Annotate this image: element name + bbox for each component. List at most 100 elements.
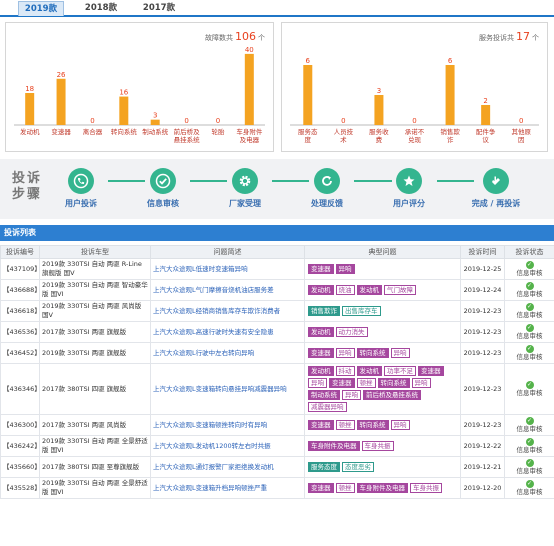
fault-tick-label: 车身附件及电器: [236, 127, 263, 144]
issue-tag[interactable]: 顿挫: [335, 420, 355, 430]
fault-value-label: 0: [90, 117, 94, 125]
issue-tag[interactable]: 销售欺诈: [308, 306, 340, 316]
cell-model: 2019款 330TSI 自动 两驱 智动豪华版 国VI: [39, 279, 151, 301]
issue-tag[interactable]: 车身附件及电器: [356, 483, 408, 493]
issue-tag[interactable]: 变速器: [329, 378, 355, 388]
complaint-table: 投诉编号 投诉车型 问题简述 典型问题 投诉时间 投诉状态 【437109】 20…: [0, 245, 554, 499]
table-row[interactable]: 【437109】 2019款 330TSI 自动 两驱 R-Line旗舰版 国V 上…: [0, 258, 554, 280]
table-row[interactable]: 【436300】 2017款 330TSI 两驱 风尚版 上汽大众途观L变速箱顿挫转…: [0, 414, 554, 436]
step-user-rating: 用户评分: [384, 168, 434, 209]
issue-tag[interactable]: 车身附件及电器: [308, 441, 360, 451]
issue-tag[interactable]: 顿挫: [335, 483, 355, 493]
cell-id: 【436242】: [0, 435, 41, 457]
fault-bar: [150, 119, 160, 125]
issue-tag[interactable]: 动力消失: [335, 327, 368, 337]
step-connector: [108, 180, 145, 182]
cell-date: 2019-12-22: [460, 435, 505, 457]
cell-desc-link[interactable]: 上汽大众途观L经销商销售库存车欺诈消费者: [150, 300, 305, 322]
table-row[interactable]: 【436242】 2019款 330TSI 自动 两驱 全景舒适版 国VI 上汽大众…: [0, 435, 554, 457]
table-row[interactable]: 【435528】 2019款 330TSI 自动 两驱 全景舒适版 国VI 上汽大众…: [0, 477, 554, 499]
issue-tag[interactable]: 异响: [390, 420, 410, 430]
issue-tag[interactable]: 转向系统: [356, 348, 389, 358]
status-label: 信息审核: [516, 467, 543, 475]
cell-issue-tags: 变速器 异响: [304, 258, 461, 280]
cell-issue-tags: 销售欺诈 出售库存车: [304, 300, 461, 322]
cell-desc-link[interactable]: 上汽大众途观L高速行驶时失速有安全隐患: [150, 321, 305, 343]
cell-status: ✓ 信息审核: [504, 342, 554, 364]
issue-tag[interactable]: 制动系统: [308, 390, 340, 400]
table-row[interactable]: 【436536】 2017款 330TSI 两驱 旗舰版 上汽大众途观L高速行驶时失…: [0, 321, 554, 343]
issue-tag[interactable]: 顿挫: [356, 378, 376, 388]
issue-tag[interactable]: 变速器: [308, 483, 334, 493]
cell-desc-link[interactable]: 上汽大众途观L变速箱顿挫转向时有异响: [150, 414, 305, 436]
cell-desc-link[interactable]: 上汽大众途观L发动机1200转左右时共振: [150, 435, 305, 457]
service-tick-label: 人员技术: [334, 127, 354, 144]
cell-model: 2019款 330TSI 自动 两驱 R-Line旗舰版 国V: [39, 258, 151, 280]
issue-tag[interactable]: 转向系统: [356, 420, 389, 430]
issue-tag[interactable]: 转向系统: [377, 378, 410, 388]
issue-tag[interactable]: 变速器: [308, 348, 334, 358]
check-circle-icon: ✓: [525, 438, 534, 446]
issue-tag[interactable]: 异响: [411, 378, 431, 388]
issue-tag[interactable]: 车身共振: [410, 483, 442, 493]
issue-tag[interactable]: 前后桥及悬挂系统: [363, 390, 421, 400]
check-circle-icon: ✓: [525, 459, 534, 467]
issue-tag[interactable]: 变速器: [308, 264, 334, 274]
status-label: 信息审核: [516, 488, 543, 496]
table-row[interactable]: 【435660】 2017款 380TSI 四驱 至尊旗舰版 上汽大众途观L通灯报警…: [0, 456, 554, 478]
issue-tag[interactable]: 变速器: [308, 420, 334, 430]
cell-status: ✓ 信息审核: [504, 435, 554, 457]
tab-2018[interactable]: 2018款: [84, 3, 118, 13]
cell-id: 【436452】: [0, 342, 41, 364]
issue-tag[interactable]: 烧油: [335, 285, 355, 295]
cell-desc-link[interactable]: 上汽大众途观L气门摩擦音烧机油店服务差: [150, 279, 305, 301]
step-connector: [272, 180, 309, 182]
issue-tag[interactable]: 发动机: [356, 366, 382, 376]
issue-tag[interactable]: 发动机: [308, 327, 334, 337]
fault-tick-label: 发动机: [20, 127, 40, 136]
tab-2019[interactable]: 2019款: [18, 1, 64, 16]
issue-tag[interactable]: 异响: [335, 264, 355, 274]
issue-tag[interactable]: 态度恶劣: [342, 462, 374, 472]
issue-tag[interactable]: 发动机: [356, 285, 382, 295]
issue-tag[interactable]: 变速器: [418, 366, 444, 376]
cell-issue-tags: 服务态度 态度恶劣: [304, 456, 461, 478]
issue-tag[interactable]: 服务态度: [308, 462, 340, 472]
issue-tag[interactable]: 减震器异响: [308, 402, 347, 412]
issue-tag[interactable]: 异响: [342, 390, 361, 400]
tab-2017[interactable]: 2017款: [142, 3, 176, 13]
star-icon: [396, 168, 422, 194]
issue-tag[interactable]: 功率不足: [384, 366, 416, 376]
issue-tag[interactable]: 车身共振: [361, 441, 394, 451]
cell-desc-link[interactable]: 上汽大众途观L行驶中左右转向异响: [150, 342, 305, 364]
issue-tag[interactable]: 发动机: [308, 366, 334, 376]
status-label: 信息审核: [516, 446, 543, 454]
service-value-label: 3: [377, 87, 381, 95]
fault-value-label: 3: [153, 112, 157, 120]
issue-tag[interactable]: 异响: [390, 348, 410, 358]
cell-desc-link[interactable]: 上汽大众途观L变速箱转向悬挂异响减震器异响: [150, 363, 305, 415]
status-label: 信息审核: [516, 269, 543, 277]
step-user-complaint: 用户投诉: [56, 168, 106, 209]
issue-tag[interactable]: 发动机: [308, 285, 334, 295]
issue-tag[interactable]: 异响: [308, 378, 327, 388]
issue-tag[interactable]: 出售库存车: [342, 306, 381, 316]
table-row[interactable]: 【436618】 2019款 330TSI 自动 两驱 风尚版 国V 上汽大众途观L…: [0, 300, 554, 322]
cell-desc-link[interactable]: 上汽大众途观L通灯报警厂家拒绝换发动机: [150, 456, 305, 478]
status-label: 信息审核: [516, 389, 543, 397]
table-row[interactable]: 【436688】 2019款 330TSI 自动 两驱 智动豪华版 国VI 上汽大众…: [0, 279, 554, 301]
table-row[interactable]: 【436346】 2017款 380TSI 四驱 旗舰版 上汽大众途观L变速箱转向悬…: [0, 363, 554, 415]
cell-model: 2017款 330TSI 两驱 风尚版: [39, 414, 151, 436]
service-total-title: 服务投诉共 17 个: [479, 30, 539, 43]
issue-tag[interactable]: 异响: [335, 348, 355, 358]
table-row[interactable]: 【436452】 2019款 330TSI 两驱 旗舰版 上汽大众途观L行驶中左右转…: [0, 342, 554, 364]
service-bar: [303, 65, 313, 125]
issue-tag[interactable]: 气门故障: [384, 285, 416, 295]
cell-desc-link[interactable]: 上汽大众途观L变速箱升档异响顿挫严重: [150, 477, 305, 499]
cell-desc-link[interactable]: 上汽大众途观L低速时变速箱异响: [150, 258, 305, 280]
cell-date: 2019-12-24: [460, 279, 505, 301]
issue-tag[interactable]: 抖动: [335, 366, 355, 376]
step-manufacturer-accept: 厂家受理: [220, 168, 270, 209]
service-value-label: 2: [483, 97, 487, 105]
cell-status: ✓ 信息审核: [504, 363, 554, 415]
